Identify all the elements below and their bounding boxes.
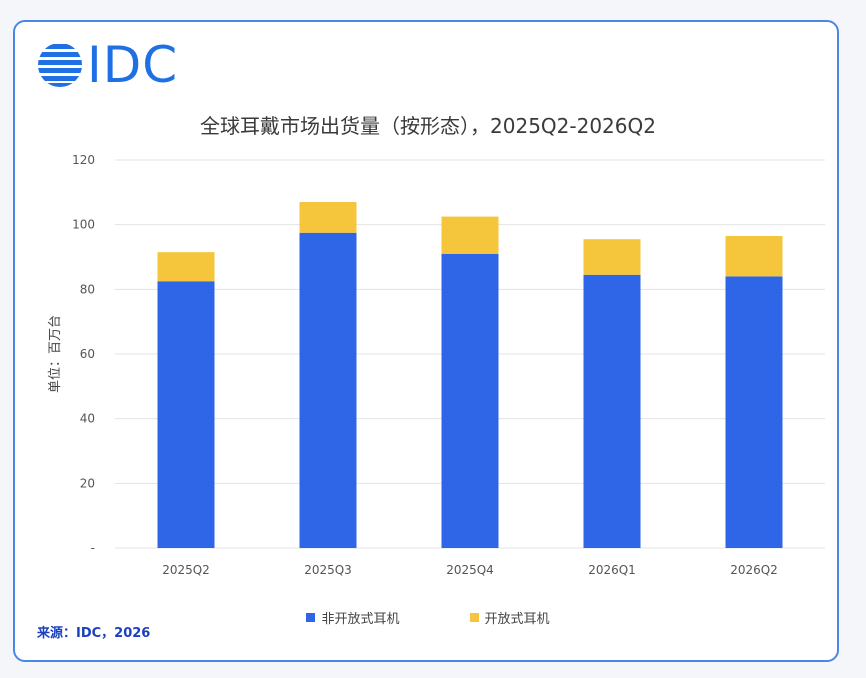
y-tick-label: 80 <box>80 282 95 296</box>
x-tick-label: 2026Q2 <box>730 563 778 577</box>
legend-swatch-non-open <box>306 613 316 622</box>
y-tick-label: 40 <box>80 412 95 426</box>
x-tick-label: 2026Q1 <box>588 563 636 577</box>
bar-non-open-2025Q4 <box>441 253 499 548</box>
bar-non-open-2026Q1 <box>583 274 641 548</box>
bar-chart: - 20 40 60 80 100 120 2025Q2 2025Q3 2025Q4 2026Q1… <box>48 153 825 577</box>
bar-open-2026Q2 <box>725 235 783 277</box>
bar-open-2026Q1 <box>583 239 641 275</box>
y-tick-label: 120 <box>72 153 95 167</box>
chart-title: 全球耳戴市场出货量（按形态），2025Q2-2026Q2 <box>200 114 656 138</box>
bar-non-open-2025Q2 <box>157 281 215 548</box>
bar-non-open-2025Q3 <box>299 232 357 548</box>
chart-card: IDC 全球耳戴市场出货量（按形态），2025Q2-2026Q2 - 20 40 60… <box>13 20 839 662</box>
legend-label-non-open: 非开放式耳机 <box>321 612 400 627</box>
bar-non-open-2026Q2 <box>725 276 783 548</box>
legend-item-open: 开放式耳机 <box>469 608 550 627</box>
legend-item-non-open: 非开放式耳机 <box>306 608 400 627</box>
globe-icon <box>38 44 82 87</box>
y-axis-label: 单位：百万台 <box>48 315 63 393</box>
y-tick-label: 60 <box>80 347 95 361</box>
legend-swatch-open <box>469 613 479 622</box>
x-tick-label: 2025Q4 <box>446 563 494 577</box>
y-tick-label: 100 <box>72 218 95 232</box>
logo-text: IDC <box>87 36 179 94</box>
bars <box>157 202 783 548</box>
bar-open-2025Q2 <box>157 252 215 282</box>
legend: 非开放式耳机 开放式耳机 <box>15 608 841 627</box>
y-tick-label: - <box>91 541 95 555</box>
legend-label-open: 开放式耳机 <box>484 612 550 627</box>
idc-logo: IDC <box>37 40 178 90</box>
source-note: 来源：IDC，2026 <box>37 626 151 641</box>
bar-open-2025Q4 <box>441 216 499 254</box>
x-tick-label: 2025Q3 <box>304 563 352 577</box>
y-axis-ticks: - 20 40 60 80 100 120 <box>72 153 95 555</box>
x-tick-label: 2025Q2 <box>162 563 210 577</box>
bar-open-2025Q3 <box>299 202 357 233</box>
y-tick-label: 20 <box>80 476 95 490</box>
x-axis-ticks: 2025Q2 2025Q3 2025Q4 2026Q1 2026Q2 <box>162 563 778 577</box>
